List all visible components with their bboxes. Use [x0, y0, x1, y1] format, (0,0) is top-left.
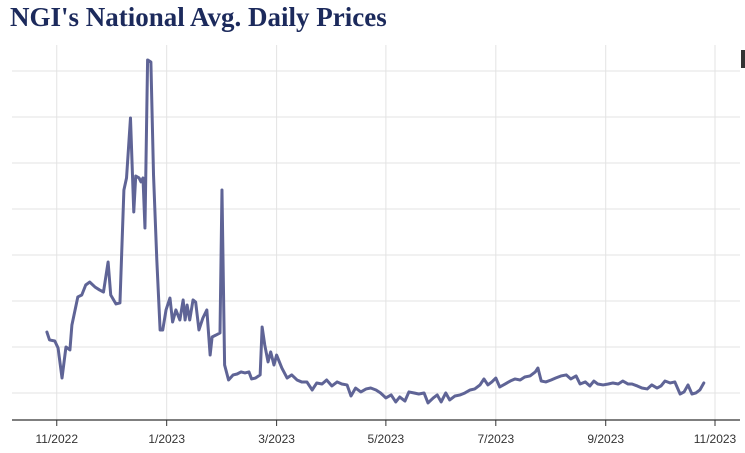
legend-edge: [741, 50, 745, 68]
x-tick-label: 1/2023: [148, 432, 185, 446]
x-tick-label: 11/2022: [36, 432, 79, 446]
x-tick-label: 3/2023: [258, 432, 295, 446]
x-tick-label: 11/2023: [694, 432, 737, 446]
x-tick-label: 9/2023: [587, 432, 624, 446]
x-tick-label: 7/2023: [477, 432, 514, 446]
chart-title: NGI's National Avg. Daily Prices: [10, 2, 387, 32]
x-tick-label: 5/2023: [368, 432, 405, 446]
price-line: [45, 58, 706, 405]
plot-area: 11/2022 1/2023 3/2023 5/2023 7/2023 9/2023 11/…: [12, 45, 740, 446]
